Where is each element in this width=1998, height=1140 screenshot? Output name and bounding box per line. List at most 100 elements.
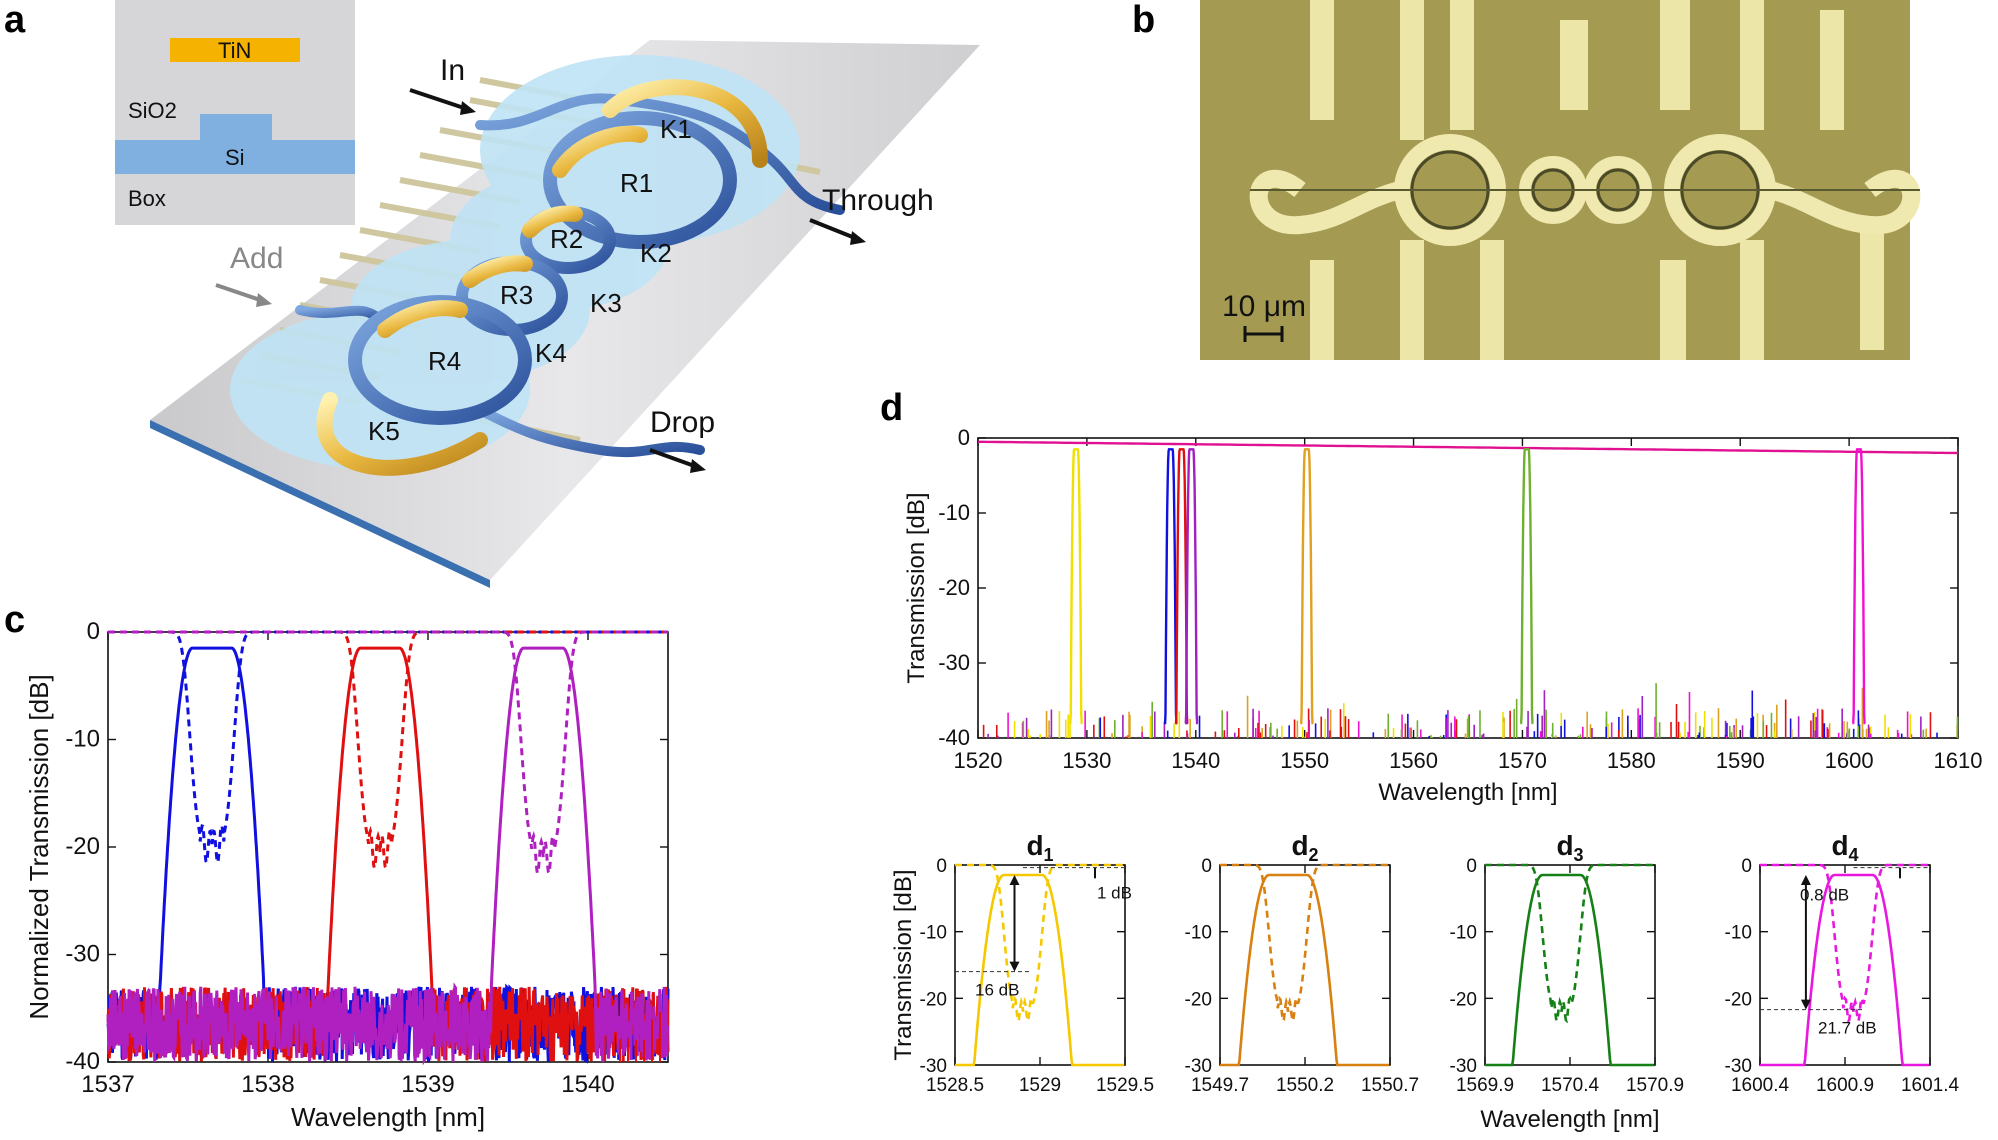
heater-r2	[522, 205, 583, 238]
chart-d1-ytick-label-1: -10	[920, 923, 947, 944]
chart-d3-ytick-label-2: -20	[1450, 989, 1477, 1010]
panel-c: c 1537 1538 1539 1540 0 -10 -20 -30 -40 Wavelengt…	[4, 599, 670, 1132]
chart-d2-title-main: d	[1291, 830, 1308, 861]
chart-d1-title-main: d	[1026, 830, 1043, 861]
chart-d4-xtick-label-0: 1600.4	[1731, 1075, 1790, 1096]
chart-c: 1537 1538 1539 1540 0 -10 -20 -30 -40 Wavelength …	[24, 618, 670, 1132]
chart-d2-drop	[1220, 873, 1390, 1067]
chart-d1-ann-head-top	[1009, 875, 1020, 885]
panel-label-a: a	[4, 0, 26, 41]
micrograph	[1200, 0, 1910, 360]
panel-label-c: c	[4, 599, 25, 641]
label-in: In	[440, 54, 465, 87]
chart-d-xtick-label-8: 1600	[1825, 748, 1874, 773]
chart-d4-ann-head-bot	[1800, 999, 1811, 1010]
chart-d1-ytick-label-0: 0	[936, 856, 947, 877]
chart-d4-ann-small: 0.8 dB	[1800, 885, 1849, 904]
label-tin: TiN	[218, 38, 251, 63]
chart-d-xtick-label-9: 1610	[1934, 748, 1983, 773]
label-k3: K3	[590, 288, 622, 318]
chart-d-ytick-label-3: -30	[938, 650, 970, 675]
heater-k1	[602, 79, 768, 168]
chart-d2-xtick-label-1: 1550.2	[1276, 1075, 1334, 1096]
label-k1: K1	[660, 114, 692, 144]
chart-d1-xtick-label-0: 1528.5	[926, 1075, 984, 1096]
port-through: Through	[809, 184, 934, 245]
chart-d2-xtick-label-0: 1549.7	[1191, 1075, 1249, 1096]
chart-d-channel-1	[1163, 448, 1178, 725]
chart-d3-xtick-label-1: 1570.4	[1541, 1075, 1600, 1096]
port-add: Add	[215, 242, 283, 307]
chart-c-ytick-label-2: -20	[65, 833, 100, 860]
chart-c-series-5	[108, 630, 668, 878]
chart-d-ytick-label-4: -40	[938, 725, 970, 750]
micrograph-rings	[1249, 134, 1921, 246]
chip-edge	[150, 420, 490, 588]
chart-d-channel-0	[1069, 448, 1083, 725]
chart-d2-title: d2	[1291, 830, 1318, 865]
chart-c-ytick-label-3: -30	[65, 941, 100, 968]
chart-d4-ann-head-top	[1800, 875, 1811, 885]
chart-d4-frame	[1759, 864, 1931, 1066]
chart-d-channel-4	[1300, 448, 1314, 725]
chart-d4-ytick-label-2: -20	[1725, 989, 1752, 1010]
chart-d3-frame	[1484, 864, 1656, 1066]
chart-d3-ytick-label-0: 0	[1466, 856, 1477, 877]
chart-d-xtick-label-0: 1520	[954, 748, 1003, 773]
chart-d-ylabel: Transmission [dB]	[903, 492, 930, 683]
label-box: Box	[128, 186, 166, 211]
chart-d4: 1600.4 1600.9 1601.4 0 -10 -20 -30 d4 21.7 dB 0.8…	[1725, 830, 1960, 1096]
panel-label-b: b	[1132, 0, 1155, 41]
chart-d1-ann-head-bot	[1009, 961, 1020, 972]
panel-b: b	[1132, 0, 1921, 360]
tin-heater	[170, 38, 300, 62]
chart-c-series-2	[106, 646, 670, 1062]
chart-d4-drop	[1760, 873, 1930, 1067]
chart-d-xtick-label-5: 1570	[1498, 748, 1547, 773]
label-r4: R4	[428, 346, 461, 376]
heaters	[316, 79, 768, 476]
chart-d3-title-main: d	[1556, 830, 1573, 861]
chart-d2-ytick-label-0: 0	[1201, 856, 1212, 877]
chart-d1-title: d1	[1026, 830, 1053, 865]
label-si: Si	[225, 145, 245, 170]
ring-r1	[543, 111, 737, 249]
chart-d-xtick-label-3: 1550	[1280, 748, 1329, 773]
chart-c-xtick-label-3: 1540	[561, 1071, 614, 1098]
label-k5: K5	[368, 416, 400, 446]
cross-section-inset: TiN SiO2 Si Box	[115, 0, 355, 225]
chart-d-frame	[977, 437, 1959, 739]
chart-d-xtick-label-4: 1560	[1389, 748, 1438, 773]
chart-c-series-4	[106, 646, 670, 1066]
chart-d3-xlabel: Wavelength [nm]	[1480, 1106, 1659, 1133]
label-through: Through	[822, 184, 934, 217]
port-drop: Drop	[649, 406, 715, 473]
label-r2: R2	[550, 224, 583, 254]
chart-c-xlabel: Wavelength [nm]	[291, 1102, 485, 1132]
label-r1: R1	[620, 168, 653, 198]
chart-c-ylabel: Normalized Transmission [dB]	[24, 674, 54, 1019]
chart-c-xtick-label-0: 1537	[81, 1071, 134, 1098]
chart-d1-ylabel: Transmission [dB]	[890, 869, 917, 1060]
chart-d2-ytick-label-1: -10	[1185, 923, 1212, 944]
scale-bar: 10 μm	[1222, 290, 1306, 342]
chart-d3-xtick-label-0: 1569.9	[1456, 1075, 1514, 1096]
chart-d1-through	[955, 863, 1125, 1024]
chart-d4-xtick-label-2: 1601.4	[1901, 1075, 1960, 1096]
chart-d4-ann-big: 21.7 dB	[1818, 1019, 1877, 1038]
inset-background	[115, 0, 355, 225]
chart-d-xtick-label-6: 1580	[1607, 748, 1656, 773]
label-k2: K2	[640, 238, 672, 268]
chart-d2-ytick-label-3: -30	[1185, 1056, 1212, 1077]
chart-d4-ytick-label-0: 0	[1741, 856, 1752, 877]
chart-d1-xtick-label-1: 1529	[1019, 1075, 1061, 1096]
heater-k5	[316, 392, 488, 476]
panel-label-d: d	[880, 387, 903, 429]
chart-d-xtick-label-1: 1530	[1062, 748, 1111, 773]
si-layer	[115, 140, 355, 174]
chart-d: 1520 1530 1540 1550 1560 1570 1580 1590 1600 1610…	[903, 425, 1982, 806]
chart-d-ytick-label-2: -20	[938, 575, 970, 600]
heater-r4	[377, 300, 468, 338]
